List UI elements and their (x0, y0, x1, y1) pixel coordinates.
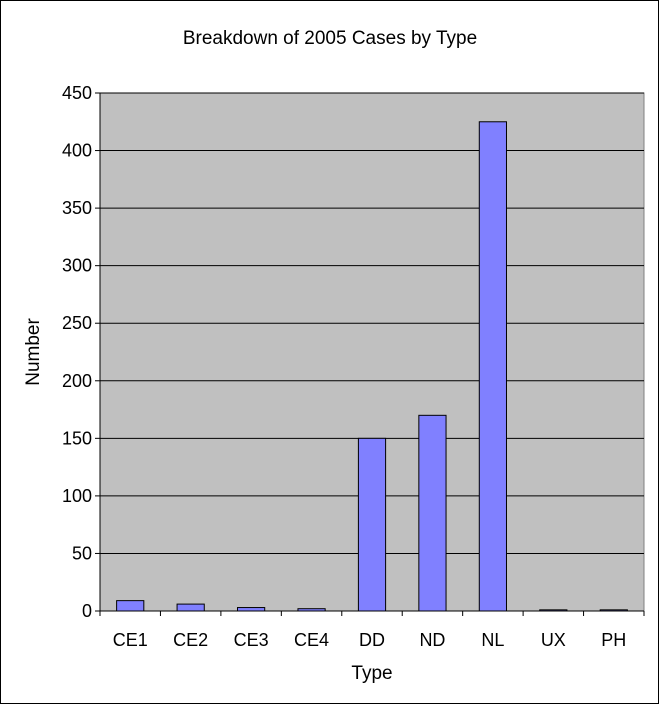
chart-title: Breakdown of 2005 Cases by Type (183, 28, 477, 49)
y-tick-label-50: 50 (72, 543, 92, 563)
bar-ce3 (237, 607, 266, 612)
x-tick-label-ce2: CE2 (173, 630, 208, 650)
bar-nl (478, 121, 507, 612)
x-tick-label-dd: DD (359, 630, 385, 650)
y-tick-label-250: 250 (62, 313, 92, 333)
x-tick-label-ce4: CE4 (294, 630, 329, 650)
y-axis-title: Number (23, 318, 44, 386)
y-tick-label-150: 150 (62, 428, 92, 448)
y-tick-label-450: 450 (62, 83, 92, 103)
x-tick-label-ph: PH (601, 630, 626, 650)
x-tick-label-ce3: CE3 (234, 630, 269, 650)
x-axis-title: Type (351, 663, 392, 684)
x-tick-label-nl: NL (481, 630, 504, 650)
y-tick-label-100: 100 (62, 486, 92, 506)
y-tick-label-300: 300 (62, 256, 92, 276)
y-tick-label-350: 350 (62, 198, 92, 218)
bar-ce2 (176, 603, 205, 612)
y-tick-label-400: 400 (62, 141, 92, 161)
bar-nd (418, 414, 447, 612)
bar-ce1 (116, 600, 145, 612)
bar-dd (357, 437, 387, 612)
x-tick-label-ce1: CE1 (113, 630, 148, 650)
y-tick-label-0: 0 (82, 601, 92, 621)
x-tick-label-ux: UX (541, 630, 566, 650)
x-tick-label-nd: ND (419, 630, 445, 650)
y-tick-label-200: 200 (62, 371, 92, 391)
